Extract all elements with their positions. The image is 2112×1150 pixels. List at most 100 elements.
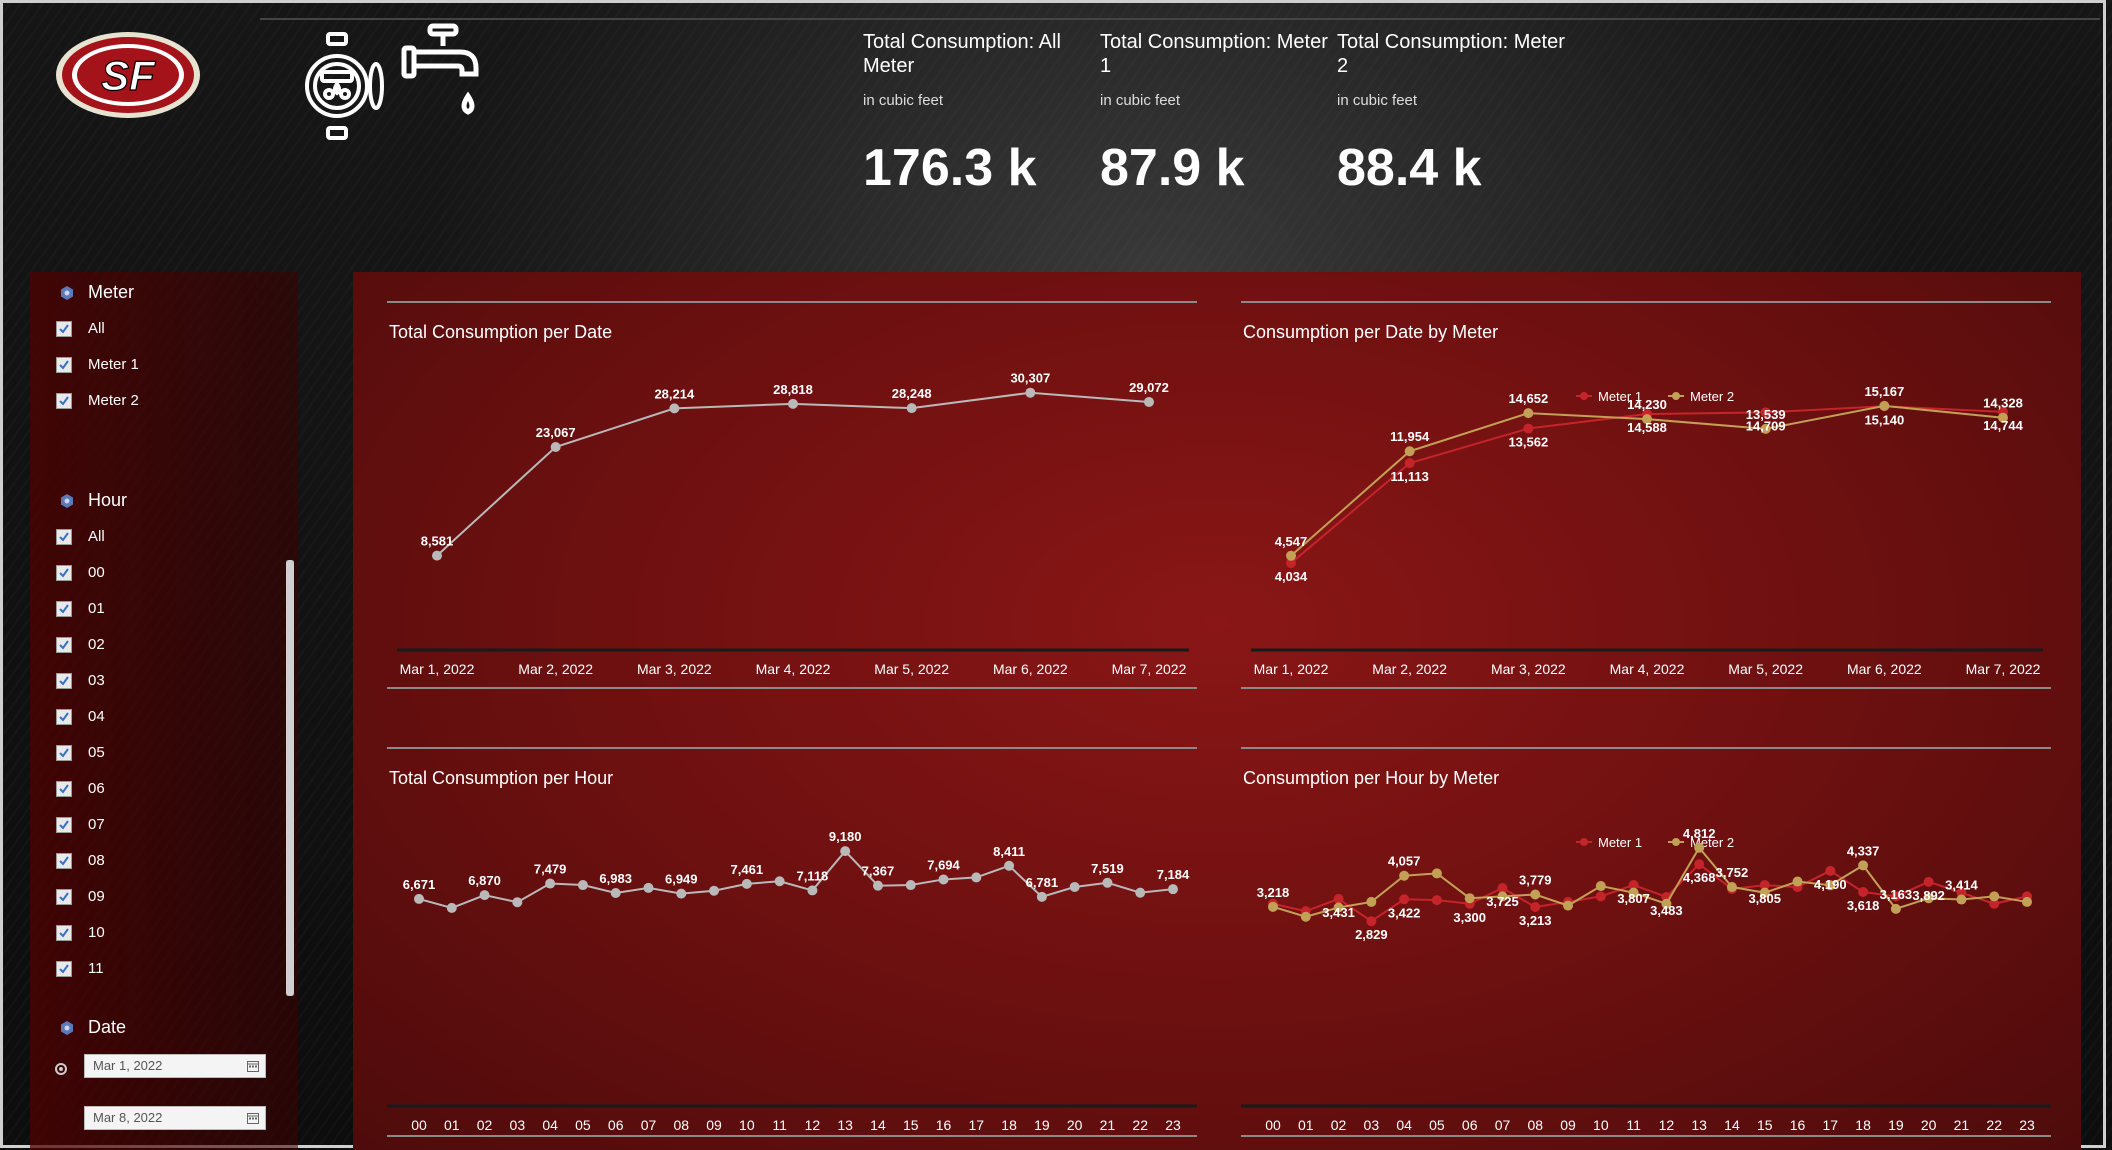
- filter-title-meter: Meter: [60, 282, 134, 303]
- filter-option-label: 01: [88, 600, 105, 617]
- data-label: 9,180: [829, 829, 862, 844]
- data-label: 6,671: [403, 877, 436, 892]
- filter-option-label: 00: [88, 564, 105, 581]
- x-tick-label: Mar 7, 2022: [1112, 661, 1187, 677]
- data-label: 4,057: [1388, 854, 1421, 869]
- x-tick-label: 13: [1691, 1117, 1707, 1133]
- calendar-icon[interactable]: [247, 1112, 259, 1124]
- checkbox-checked-icon[interactable]: [56, 852, 72, 869]
- checkbox-checked-icon[interactable]: [56, 600, 72, 617]
- data-point: [1144, 396, 1154, 407]
- data-point: [1998, 412, 2008, 423]
- data-point: [1694, 842, 1705, 853]
- scrollbar-thumb[interactable]: [286, 560, 294, 996]
- checkbox-checked-icon[interactable]: [56, 356, 72, 373]
- filter-option-hour-01[interactable]: 01: [56, 600, 105, 617]
- filter-title-hour: Hour: [60, 490, 127, 511]
- data-point: [1025, 387, 1036, 398]
- checkbox-checked-icon[interactable]: [56, 392, 72, 409]
- data-point: [1989, 891, 2000, 902]
- data-point: [709, 885, 720, 896]
- date-range-radio[interactable]: [55, 1063, 67, 1075]
- chart-title: Total Consumption per Date: [389, 322, 612, 342]
- x-tick-label: 13: [837, 1117, 853, 1133]
- x-tick-label: 15: [903, 1117, 919, 1133]
- filter-option-hour-08[interactable]: 08: [56, 852, 105, 869]
- calendar-icon[interactable]: [247, 1060, 259, 1072]
- x-tick-label: Mar 6, 2022: [993, 661, 1068, 677]
- filter-option-meter-all[interactable]: All: [56, 320, 105, 337]
- filter-option-label: 09: [88, 888, 105, 905]
- checkbox-checked-icon[interactable]: [56, 636, 72, 653]
- filter-option-hour-07[interactable]: 07: [56, 816, 105, 833]
- filter-option-label: 03: [88, 672, 105, 689]
- data-point: [1563, 900, 1574, 911]
- checkbox-checked-icon[interactable]: [56, 780, 72, 797]
- x-tick-label: 10: [739, 1117, 755, 1133]
- checkbox-checked-icon[interactable]: [56, 924, 72, 941]
- x-tick-label: Mar 3, 2022: [637, 661, 712, 677]
- checkbox-checked-icon[interactable]: [56, 960, 72, 977]
- checkbox-checked-icon[interactable]: [56, 744, 72, 761]
- chart-per-hour-by-meter: Consumption per Hour by Meter 00 01 02 03 04 0…: [1241, 747, 2051, 1137]
- x-tick-label: 01: [1298, 1117, 1314, 1133]
- data-label: 3,483: [1650, 903, 1683, 918]
- filter-option-hour-11[interactable]: 11: [56, 960, 104, 977]
- filter-option-hour-03[interactable]: 03: [56, 672, 105, 689]
- data-point: [1890, 891, 1901, 902]
- data-point: [432, 550, 442, 561]
- x-tick-label: 21: [1100, 1117, 1116, 1133]
- chart-title: Consumption per Date by Meter: [1243, 322, 1498, 342]
- date-end-input[interactable]: Mar 8, 2022: [84, 1106, 266, 1130]
- filter-title-date: Date: [60, 1017, 126, 1038]
- data-label: 15,167: [1864, 384, 1904, 399]
- data-point: [1760, 423, 1771, 434]
- data-point: [1168, 884, 1178, 895]
- checkbox-checked-icon[interactable]: [56, 320, 72, 337]
- x-tick-label: 02: [477, 1117, 493, 1133]
- filter-option-hour-04[interactable]: 04: [56, 708, 105, 725]
- data-point: [414, 893, 424, 904]
- data-label: 4,034: [1275, 569, 1308, 584]
- checkbox-checked-icon[interactable]: [56, 564, 72, 581]
- filter-option-meter-1[interactable]: Meter 1: [56, 356, 139, 373]
- x-tick-label: Mar 2, 2022: [518, 661, 593, 677]
- filter-option-hour-05[interactable]: 05: [56, 744, 105, 761]
- checkbox-checked-icon[interactable]: [56, 672, 72, 689]
- filter-option-hour-10[interactable]: 10: [56, 924, 105, 941]
- filter-option-hour-00[interactable]: 00: [56, 564, 105, 581]
- data-label: 6,949: [665, 872, 698, 887]
- filter-option-hour-all[interactable]: All: [56, 528, 105, 545]
- x-tick-label: 09: [1560, 1117, 1576, 1133]
- kpi-total-meter-2: Total Consumption: Meter 2 in cubic feet…: [1337, 30, 1573, 197]
- x-tick-label: Mar 5, 2022: [874, 661, 949, 677]
- water-tap-icon: [401, 23, 479, 115]
- header-divider: [260, 18, 2100, 20]
- x-tick-label: 07: [1495, 1117, 1511, 1133]
- data-label: 4,190: [1814, 877, 1847, 892]
- filter-option-hour-09[interactable]: 09: [56, 888, 105, 905]
- filter-option-hour-02[interactable]: 02: [56, 636, 105, 653]
- filter-icon: [61, 1020, 73, 1035]
- data-point: [479, 890, 490, 901]
- data-point: [1464, 893, 1475, 904]
- series-line: [1272, 846, 2028, 918]
- filter-option-meter-2[interactable]: Meter 2: [56, 392, 139, 409]
- filter-option-label: 10: [88, 924, 105, 941]
- charts-panel: Total Consumption per Date Mar 1, 2022 Mar…: [353, 272, 2081, 1150]
- x-tick-label: 04: [1396, 1117, 1412, 1133]
- checkbox-checked-icon[interactable]: [56, 528, 72, 545]
- checkbox-checked-icon[interactable]: [56, 708, 72, 725]
- data-label: 13,562: [1508, 435, 1548, 450]
- x-tick-label: 12: [1659, 1117, 1675, 1133]
- date-start-input[interactable]: Mar 1, 2022: [84, 1054, 266, 1078]
- series-line: [1272, 862, 2028, 923]
- x-tick-label: 20: [1921, 1117, 1937, 1133]
- filter-option-hour-06[interactable]: 06: [56, 780, 105, 797]
- data-point: [1956, 887, 1967, 898]
- checkbox-checked-icon[interactable]: [56, 888, 72, 905]
- data-point: [938, 874, 949, 885]
- x-tick-label: Mar 1, 2022: [1254, 661, 1329, 677]
- checkbox-checked-icon[interactable]: [56, 816, 72, 833]
- filter-option-label: 05: [88, 744, 105, 761]
